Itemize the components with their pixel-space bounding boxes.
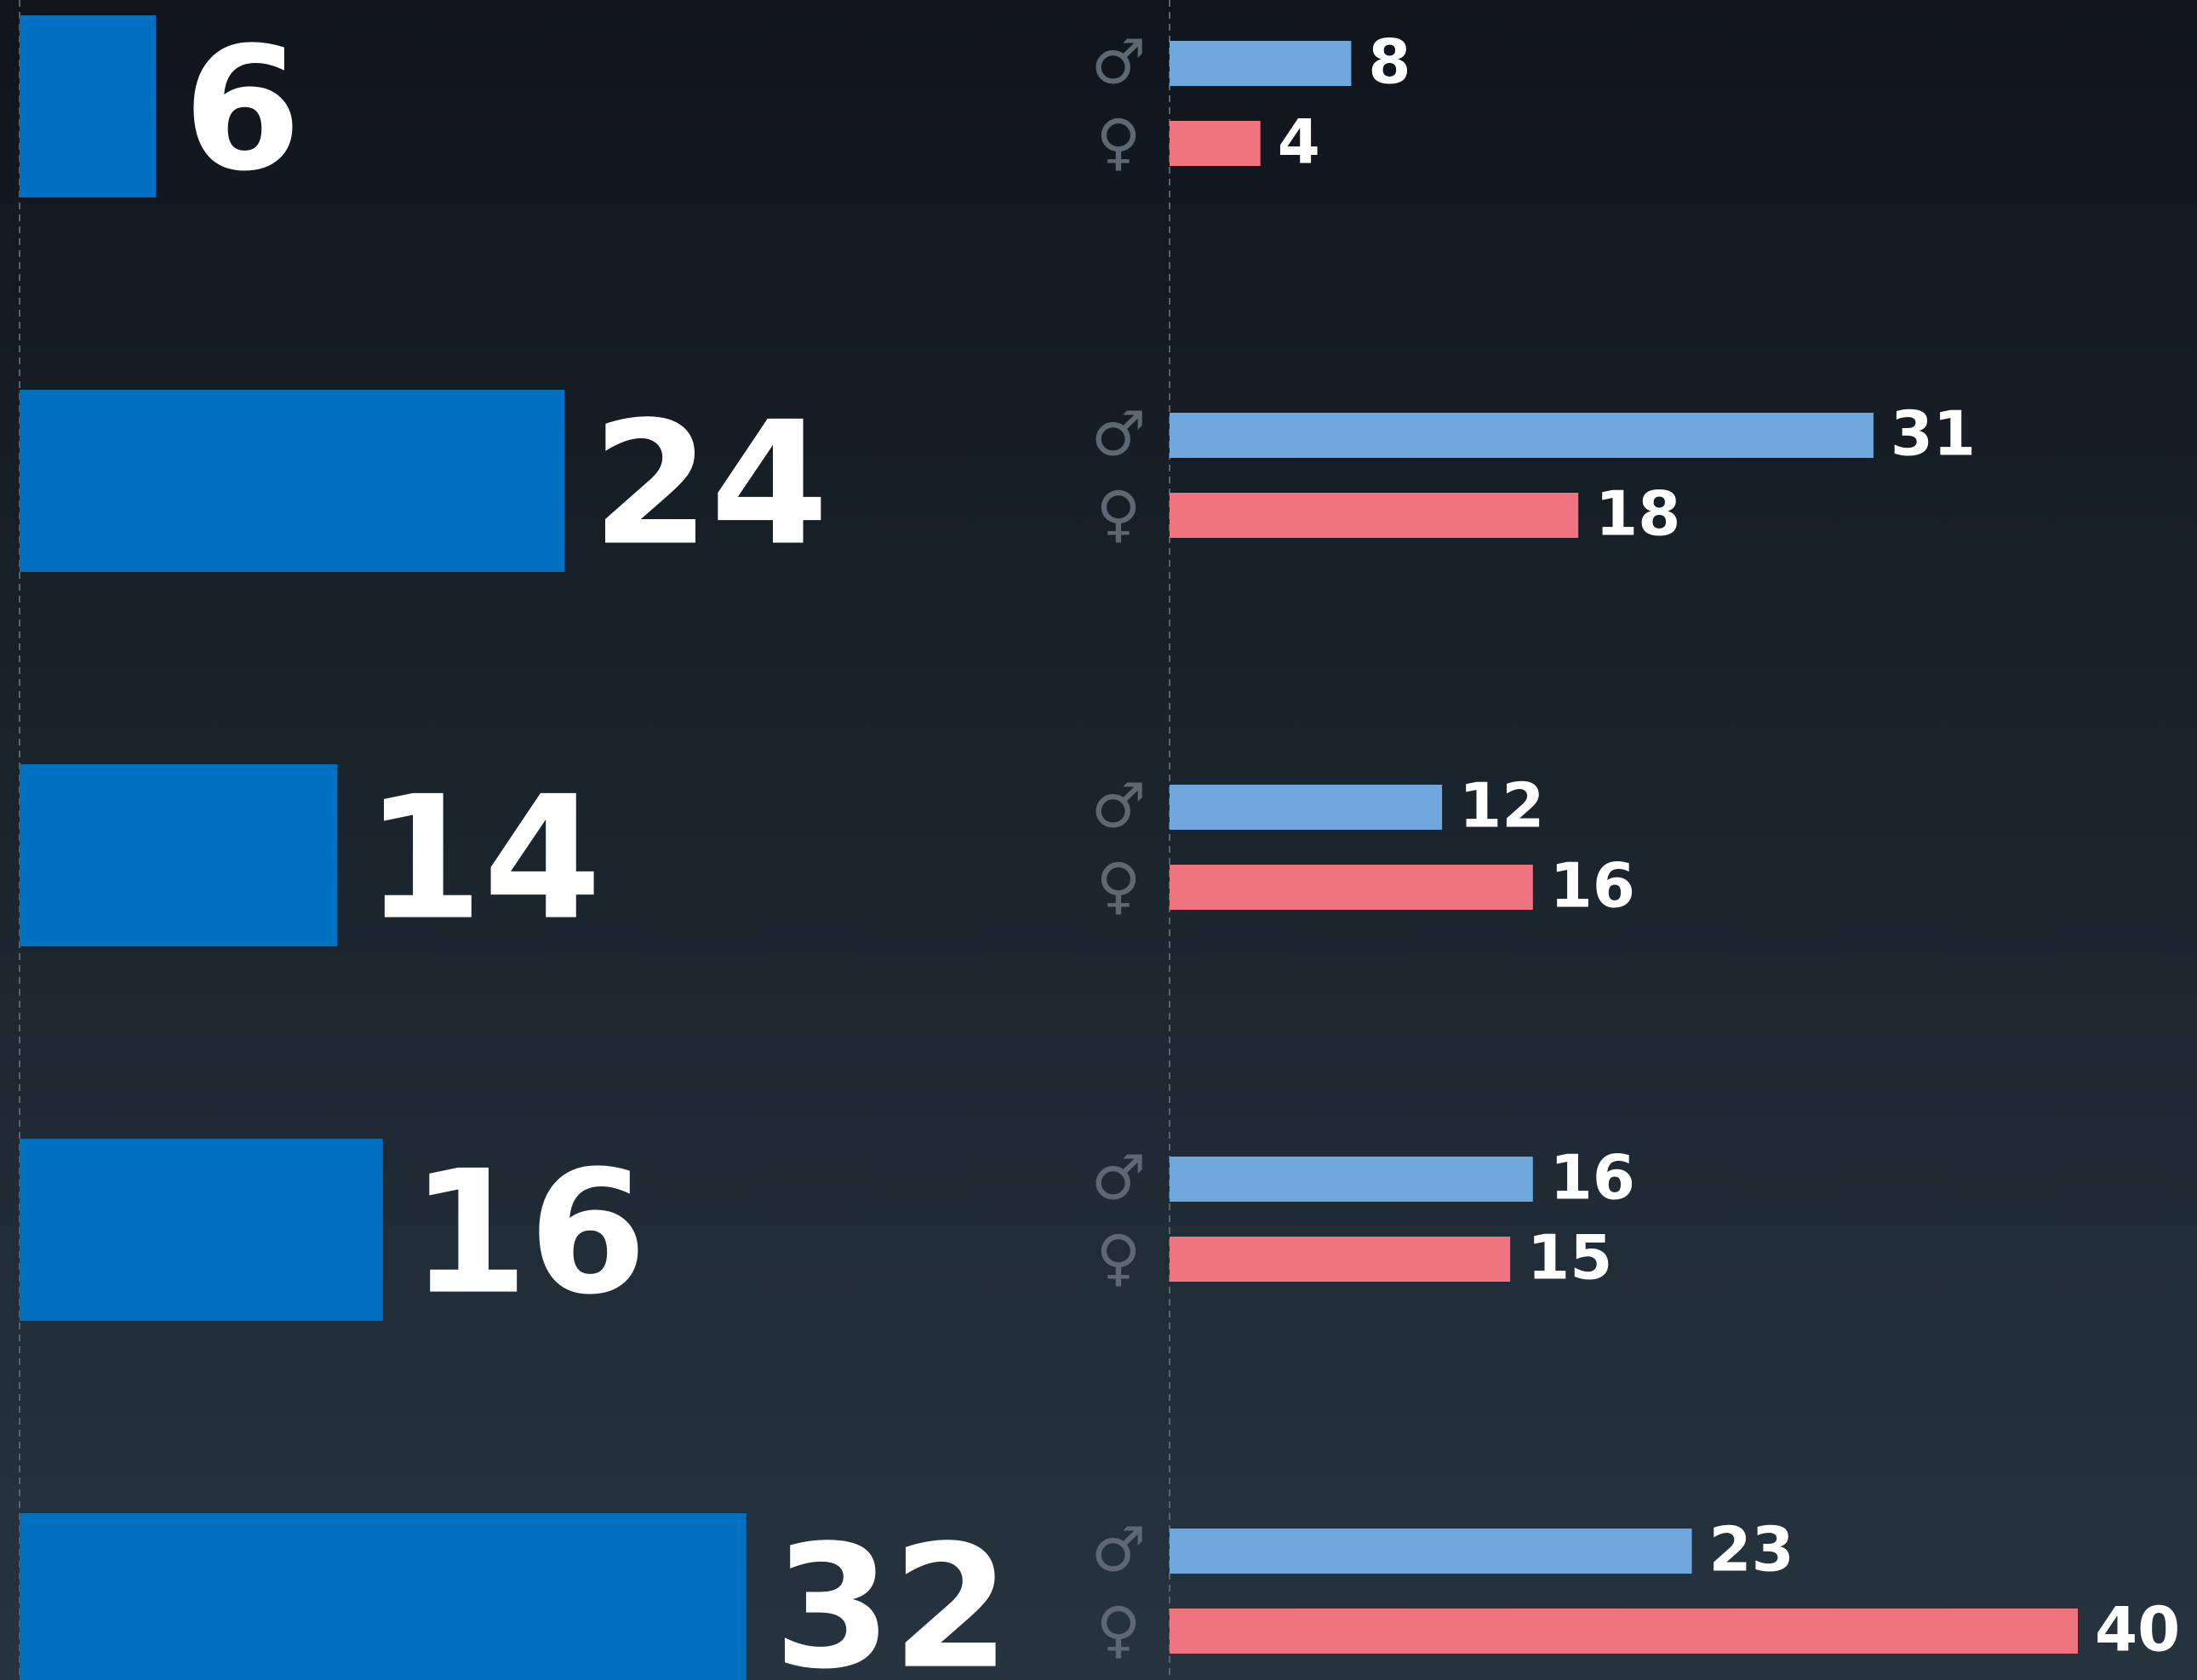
legend-symbol: ♂	[1091, 26, 1147, 98]
bar	[1170, 785, 1443, 830]
value-label: 8	[1368, 26, 1410, 98]
value-label: 14	[364, 760, 601, 958]
value-label: 24	[592, 386, 828, 584]
legend-symbol: ♂	[1091, 1142, 1147, 1214]
bar	[1170, 1157, 1533, 1202]
value-label: 4	[1278, 106, 1320, 178]
legend-symbol: ♀	[1096, 106, 1141, 178]
bar	[20, 1139, 383, 1321]
value-label: 18	[1595, 478, 1680, 550]
value-label: 16	[1550, 1142, 1635, 1214]
bar	[1170, 493, 1579, 538]
bar	[1170, 865, 1533, 910]
legend-symbol: ♂	[1091, 770, 1147, 842]
bar	[1170, 1237, 1511, 1282]
legend-symbol: ♂	[1091, 1514, 1147, 1586]
value-label: 6	[183, 11, 301, 209]
value-label: 12	[1459, 770, 1544, 842]
legend-symbol: ♀	[1096, 478, 1141, 550]
value-label: 40	[2095, 1594, 2180, 1666]
value-label: 31	[1891, 398, 1976, 470]
legend-symbol: ♀	[1096, 850, 1141, 922]
bar	[20, 390, 565, 572]
legend-symbol: ♀	[1096, 1594, 1141, 1666]
bar	[20, 15, 157, 197]
legend-symbol: ♂	[1091, 398, 1147, 470]
value-label: 32	[774, 1509, 1010, 1680]
value-label: 23	[1709, 1514, 1794, 1586]
bar	[1170, 1609, 2078, 1654]
legend-symbol: ♀	[1096, 1222, 1141, 1294]
bar	[20, 1513, 747, 1680]
value-label: 16	[410, 1134, 647, 1333]
value-label: 15	[1527, 1222, 1612, 1294]
bar	[1170, 41, 1352, 86]
bar	[1170, 121, 1261, 166]
bar	[1170, 413, 1874, 458]
bar	[20, 764, 338, 946]
value-label: 16	[1550, 850, 1635, 922]
bar	[1170, 1529, 1692, 1574]
